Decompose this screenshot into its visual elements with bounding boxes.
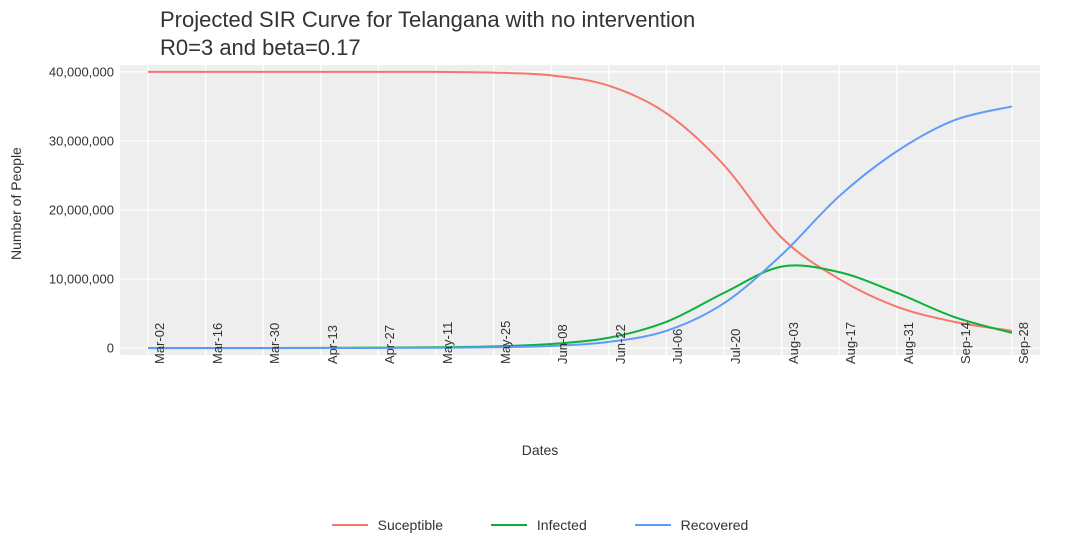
legend: Suceptible Infected Recovered [0,513,1080,533]
chart-title-line2: R0=3 and beta=0.17 [160,35,361,60]
x-tick-label: Sep-28 [1016,322,1031,364]
legend-item-recovered: Recovered [635,517,749,533]
legend-swatch-susceptible [332,524,368,526]
series-line [148,106,1012,348]
y-tick-label: 0 [14,341,114,356]
x-tick-label: Mar-30 [267,323,282,364]
legend-swatch-infected [491,524,527,526]
y-tick-label: 40,000,000 [14,64,114,79]
x-tick-label: Mar-16 [210,323,225,364]
x-tick-label: Jul-06 [670,329,685,364]
x-axis-label: Dates [0,442,1080,458]
x-tick-label: May-25 [498,321,513,364]
plot-area [120,65,1040,355]
legend-item-infected: Infected [491,517,587,533]
legend-swatch-recovered [635,524,671,526]
x-tick-label: Mar-02 [152,323,167,364]
x-tick-label: Sep-14 [958,322,973,364]
x-tick-label: Aug-17 [843,322,858,364]
x-tick-label: Aug-31 [901,322,916,364]
x-tick-label: Jun-08 [555,324,570,364]
y-tick-label: 10,000,000 [14,272,114,287]
legend-label-infected: Infected [537,517,587,533]
series-line [148,72,1012,331]
x-tick-label: May-11 [440,322,455,364]
y-tick-label: 20,000,000 [14,203,114,218]
plot-svg [120,65,1040,355]
x-tick-label: Apr-13 [325,325,340,364]
x-tick-label: Jun-22 [613,324,628,364]
legend-item-susceptible: Suceptible [332,517,443,533]
x-tick-label: Jul-20 [728,329,743,364]
legend-label-recovered: Recovered [681,517,749,533]
x-tick-label: Apr-27 [382,325,397,364]
chart-title: Projected SIR Curve for Telangana with n… [160,6,695,61]
chart-title-line1: Projected SIR Curve for Telangana with n… [160,7,695,32]
x-tick-label: Aug-03 [786,322,801,364]
legend-label-susceptible: Suceptible [378,517,443,533]
y-tick-label: 30,000,000 [14,133,114,148]
sir-chart: Projected SIR Curve for Telangana with n… [0,0,1080,553]
